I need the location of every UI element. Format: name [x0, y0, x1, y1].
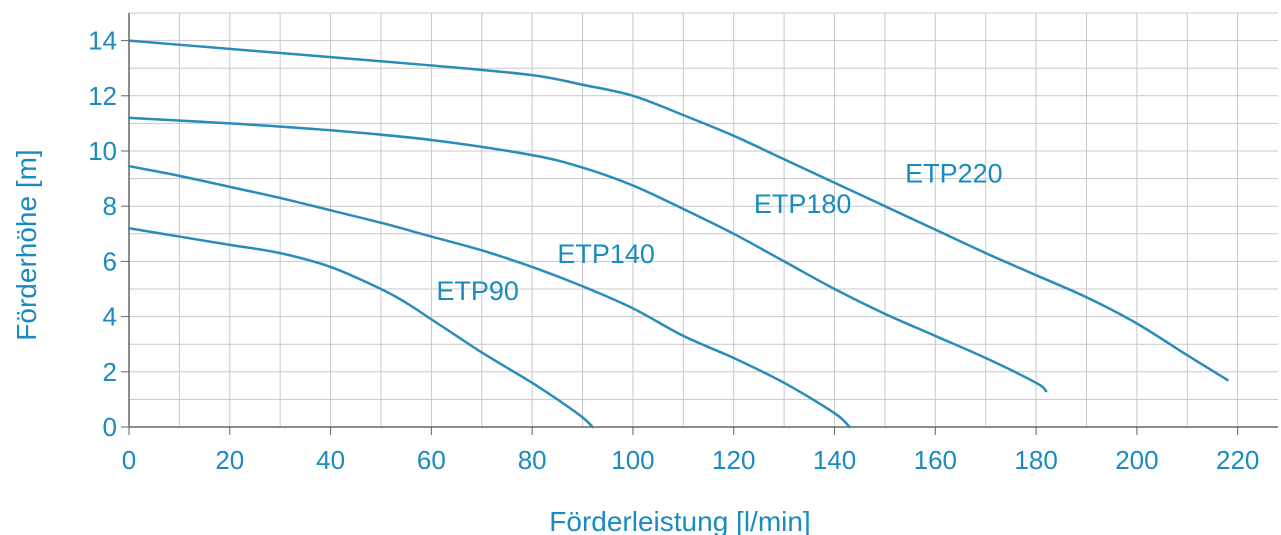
series-label-etp220: ETP220	[905, 159, 1003, 189]
series-labels: ETP90 ETP140 ETP180 ETP220	[436, 159, 1002, 306]
x-tick-label: 120	[712, 445, 755, 475]
x-tick-label: 200	[1115, 445, 1158, 475]
x-tick-label: 0	[122, 445, 136, 475]
series-line-etp220	[127, 39, 1229, 382]
y-tick-label: 4	[103, 302, 117, 332]
series-label-etp140: ETP140	[557, 239, 655, 269]
series-label-etp180: ETP180	[754, 189, 852, 219]
series-line-etp180	[127, 116, 1048, 393]
tick-labels: 0 20 40 60 80 100 120 140 160 180 200 220 0 2 4 6 8 10 12 1…	[88, 26, 1259, 475]
y-axis-title: Förderhöhe [m]	[11, 149, 42, 340]
y-tick-label: 14	[88, 26, 117, 56]
x-tick-label: 100	[611, 445, 654, 475]
y-tick-label: 8	[103, 191, 117, 221]
axes	[128, 13, 1278, 428]
x-tick-label: 40	[316, 445, 345, 475]
x-tick-label: 220	[1216, 445, 1259, 475]
grid	[128, 12, 1278, 428]
series-line-etp90	[127, 227, 594, 429]
series-label-etp90: ETP90	[436, 276, 519, 306]
y-tick-label: 12	[88, 81, 117, 111]
x-tick-label: 80	[518, 445, 547, 475]
x-tick-label: 160	[914, 445, 957, 475]
y-tick-label: 2	[103, 357, 117, 387]
series-line-etp140	[127, 164, 851, 429]
y-tick-label: 0	[103, 412, 117, 442]
y-tick-label: 10	[88, 136, 117, 166]
x-tick-label: 60	[417, 445, 446, 475]
x-tick-label: 140	[813, 445, 856, 475]
x-tick-label: 20	[215, 445, 244, 475]
series-lines	[127, 39, 1229, 429]
x-tick-label: 180	[1014, 445, 1057, 475]
x-axis-title: Förderleistung [l/min]	[549, 506, 810, 535]
y-tick-label: 6	[103, 246, 117, 276]
